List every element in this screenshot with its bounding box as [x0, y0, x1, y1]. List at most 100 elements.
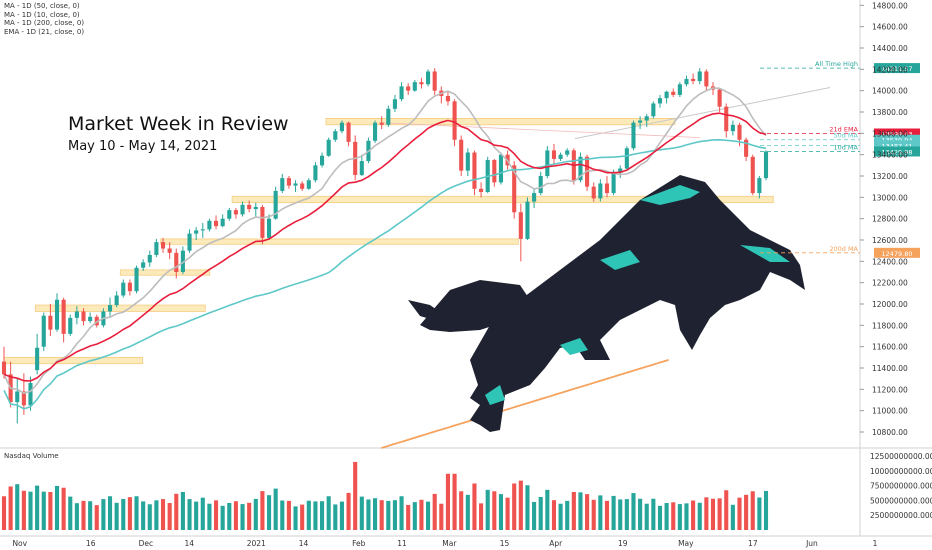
volume-panel-title: Nasdaq Volume [4, 452, 59, 460]
candle-body [220, 218, 225, 227]
candle-body [492, 160, 497, 183]
candle-body [591, 186, 596, 199]
headline-title: Market Week in Review [68, 113, 289, 135]
candle-body [180, 250, 185, 272]
volume-bar [611, 495, 616, 530]
volume-bar [744, 494, 749, 530]
volume-bar [532, 501, 537, 530]
volume-bar [180, 491, 185, 530]
volume-bar [518, 480, 523, 530]
volume-bar [465, 494, 470, 530]
candle-body [227, 210, 232, 219]
candle-body [41, 315, 46, 347]
candle-body [167, 248, 172, 253]
volume-bar [306, 500, 311, 530]
level-badge [874, 146, 920, 157]
candle-body [717, 89, 722, 107]
date-tick-label: Jun [805, 539, 818, 548]
volume-bar [485, 489, 490, 530]
candle-body [432, 71, 437, 91]
date-tick-label: 1 [873, 539, 878, 548]
candle-body [346, 122, 351, 142]
volume-bar [28, 491, 33, 530]
candle-body [273, 190, 278, 219]
volume-bar [160, 499, 166, 530]
candle-body [260, 206, 265, 238]
volume-bar [286, 500, 291, 530]
volume-bar [737, 497, 742, 530]
volume-bar [704, 497, 709, 530]
candle-body [240, 204, 245, 215]
volume-bar [74, 503, 79, 530]
volume-bar [21, 490, 26, 530]
volume-tick-label: 2500000000.000 [870, 511, 932, 520]
volume-bar [525, 485, 530, 530]
trend-line-ath [574, 86, 831, 140]
volume-bar [300, 504, 305, 530]
price-tick-label: 12800.00 [872, 215, 908, 224]
candle-body [406, 86, 411, 91]
candle-body [253, 206, 258, 210]
candle-body [763, 151, 769, 179]
volume-bar [213, 500, 219, 530]
price-tick-label: 14200.00 [872, 65, 908, 74]
candle-body [498, 154, 504, 183]
price-tick-label: 13800.00 [872, 108, 908, 117]
price-tick-label: 13000.00 [872, 193, 908, 202]
volume-bar [353, 461, 358, 530]
candle-body [306, 180, 311, 189]
candle-body [147, 254, 152, 263]
volume-bar [498, 494, 504, 530]
candle-body [638, 120, 643, 123]
bull-body [470, 175, 805, 432]
candle-body [697, 71, 702, 82]
candle-body [459, 139, 464, 171]
date-tick-label: Dec [139, 539, 154, 548]
volume-bar [412, 502, 417, 530]
volume-bar [730, 504, 735, 530]
candle-body [313, 165, 318, 181]
volume-bar [472, 483, 477, 530]
level-name: 21d EMA [829, 126, 858, 134]
candle-body [392, 99, 397, 109]
volume-bar [598, 495, 603, 530]
volume-bar [233, 501, 238, 530]
candle-body [280, 178, 285, 191]
volume-bar [432, 493, 437, 530]
volume-bar [114, 502, 119, 530]
price-tick-label: 11800.00 [872, 321, 908, 330]
level-value: 13598.43 [881, 131, 912, 139]
candle-body [74, 311, 79, 318]
volume-bar [373, 498, 378, 530]
volume-bar [339, 501, 344, 530]
ema21-line [3, 112, 767, 382]
volume-tick-label: 12500000000.000 [870, 452, 932, 461]
volume-bar [452, 473, 457, 530]
volume-bar [266, 495, 272, 530]
volume-bar [54, 485, 60, 530]
volume-bar [200, 497, 205, 530]
level-name: 10d MA [833, 143, 858, 151]
volume-bar [545, 489, 550, 530]
volume-bar [406, 504, 411, 530]
volume-bar [313, 501, 318, 530]
volume-bar [638, 498, 643, 530]
price-levels: All Time High 14211.57 21d EMA 13598.43 50d … [760, 60, 920, 258]
volume-bar [240, 504, 245, 530]
volume-bar [147, 504, 152, 530]
volume-bar [618, 499, 623, 530]
bull-illustration [408, 175, 805, 432]
price-tick-label: 13600.00 [872, 129, 908, 138]
support-resistance-zones [3, 118, 774, 365]
volume-bar [134, 496, 139, 530]
axes: 14800.00 14600.00 14400.00 14200.00 14000.00… [12, 1, 932, 548]
candle-body [657, 98, 663, 104]
candle-body [233, 210, 238, 215]
candle-body [730, 124, 735, 132]
candle-body [677, 84, 682, 95]
volume-bar [538, 496, 543, 530]
volume-bar [167, 503, 172, 530]
date-tick-label: Apr [549, 539, 563, 548]
zone-rect [3, 356, 144, 365]
candle-body [691, 78, 696, 82]
